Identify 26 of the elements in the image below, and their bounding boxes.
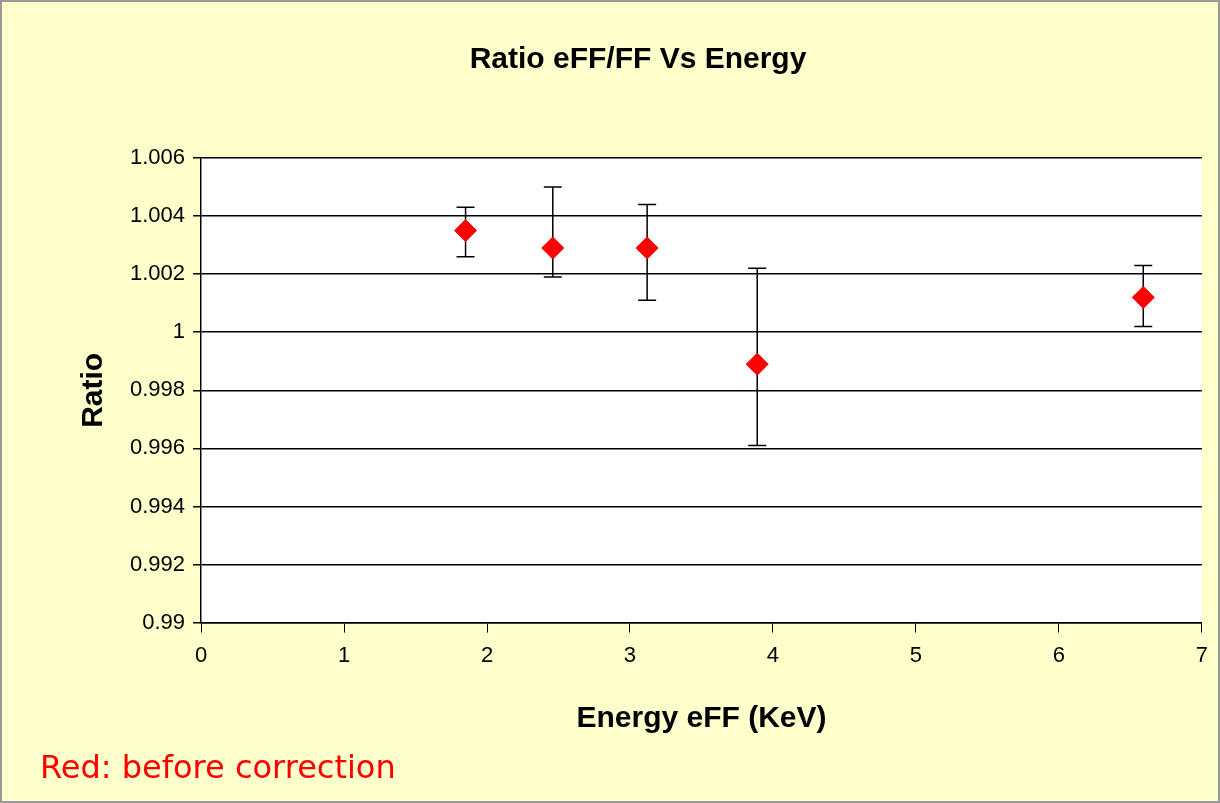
x-axis-title: Energy eFF (KeV) [576,700,827,734]
chart-title: Ratio eFF/FF Vs Energy [469,41,807,75]
y-tick-label: 1 [172,318,186,344]
point [745,352,769,376]
y-tick-label: 0.998 [129,376,186,402]
y-tick-label: 0.99 [142,608,186,634]
x-tick-label: 5 [909,641,923,667]
point [1131,285,1155,309]
text: Red: before correction [40,748,396,786]
y-tick-label: 0.992 [129,550,186,576]
x-tick-label: 6 [1052,641,1066,667]
y-tick-label: 1.002 [129,260,186,286]
x-tick-label: 2 [480,641,494,667]
x-tick-label: 4 [766,641,780,667]
point [541,236,565,260]
x-tick-label: 0 [194,641,208,667]
point [635,236,659,260]
y-tick-label: 1.006 [129,144,186,170]
y-tick-label: 1.004 [129,202,186,228]
x-tick-label: 3 [623,641,637,667]
y-tick-label: 0.996 [129,434,186,460]
y-axis-title: Ratio [75,352,109,428]
y-tick-label: 0.994 [129,492,186,518]
x-tick-label: 7 [1195,641,1209,667]
x-tick-label: 1 [337,641,351,667]
point [454,219,478,243]
